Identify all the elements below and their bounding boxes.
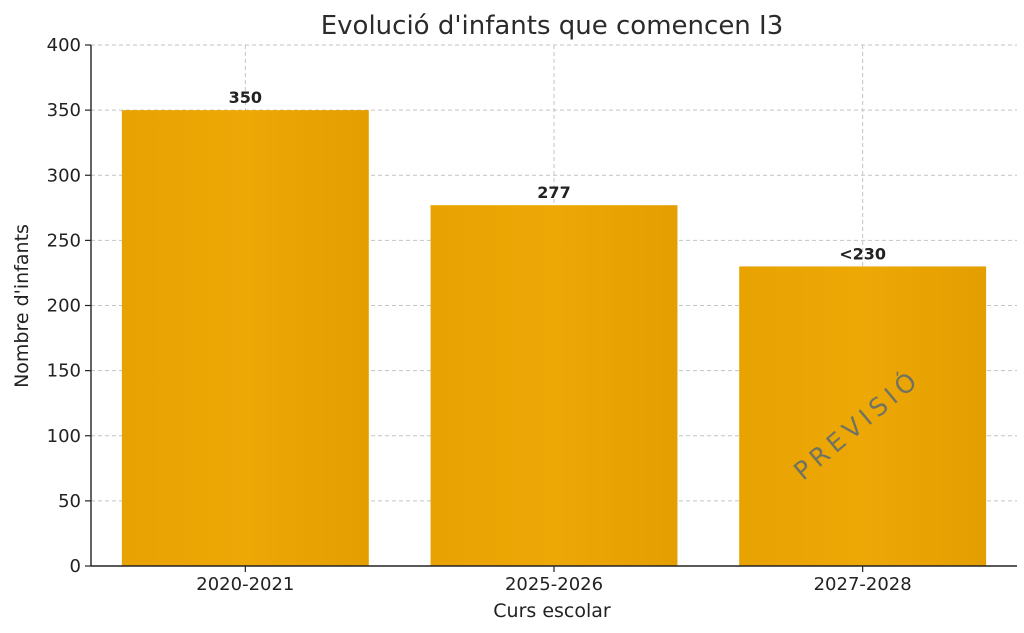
bar-2027-2028 xyxy=(739,266,987,566)
x-axis-label: Curs escolar xyxy=(493,600,611,622)
bar-2020-2021 xyxy=(121,110,369,566)
y-tick-label: 150 xyxy=(47,361,81,382)
x-tick-label: 2025-2026 xyxy=(505,574,603,595)
y-tick-label: 300 xyxy=(47,165,81,186)
bar-2025-2026 xyxy=(430,205,678,566)
y-axis-label: Nombre d'infants xyxy=(11,224,33,388)
y-tick-label: 250 xyxy=(47,230,81,251)
y-tick-label: 0 xyxy=(70,556,81,577)
data-label: <230 xyxy=(839,244,886,263)
data-label: 277 xyxy=(537,183,570,202)
axes: 0 50 100 150 200 250 300 350 400 2020-2021 2025-20… xyxy=(47,35,1017,595)
data-labels: 350 277 <230 xyxy=(229,88,886,263)
y-tick-label: 100 xyxy=(47,426,81,447)
y-tick-label: 350 xyxy=(47,100,81,121)
x-tick-label: 2020-2021 xyxy=(196,574,294,595)
y-tick-label: 200 xyxy=(47,296,81,317)
y-tick-label: 50 xyxy=(58,491,81,512)
y-tick-label: 400 xyxy=(47,35,81,56)
bars xyxy=(121,110,987,566)
chart-title: Evolució d'infants que comencen I3 xyxy=(321,11,784,41)
x-tick-label: 2027-2028 xyxy=(814,574,912,595)
data-label: 350 xyxy=(229,88,262,107)
